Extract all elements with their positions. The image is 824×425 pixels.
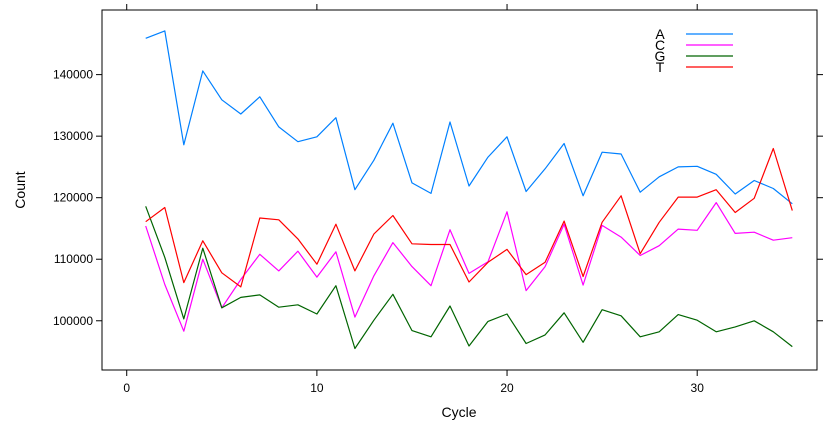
x-tick-label: 10 — [310, 381, 324, 395]
x-axis-title: Cycle — [441, 404, 476, 420]
series-layer — [145, 30, 793, 350]
y-tick-label: 140000 — [53, 68, 93, 82]
y-tick-label: 130000 — [53, 129, 93, 143]
plot-frame — [101, 9, 818, 371]
series-line-G — [145, 206, 793, 350]
y-tick-label: 120000 — [53, 191, 93, 205]
legend-label-T: T — [656, 59, 665, 75]
legend-label-C: C — [655, 37, 665, 53]
y-tick-label: 110000 — [54, 252, 93, 266]
x-tick-label: 0 — [123, 381, 130, 395]
y-tick-label: 100000 — [53, 314, 93, 328]
legend-label-G: G — [655, 48, 666, 64]
series-line-T — [145, 147, 793, 288]
series-line-A — [145, 30, 793, 205]
series-line-C — [145, 202, 793, 332]
x-tick-label: 20 — [500, 381, 514, 395]
legend-label-A: A — [655, 26, 665, 42]
x-tick-label: 30 — [691, 381, 705, 395]
y-axis-title: Count — [12, 171, 28, 208]
axes: 0 10 20 30 100000 110000 120000 130000 140000 — [53, 4, 823, 395]
